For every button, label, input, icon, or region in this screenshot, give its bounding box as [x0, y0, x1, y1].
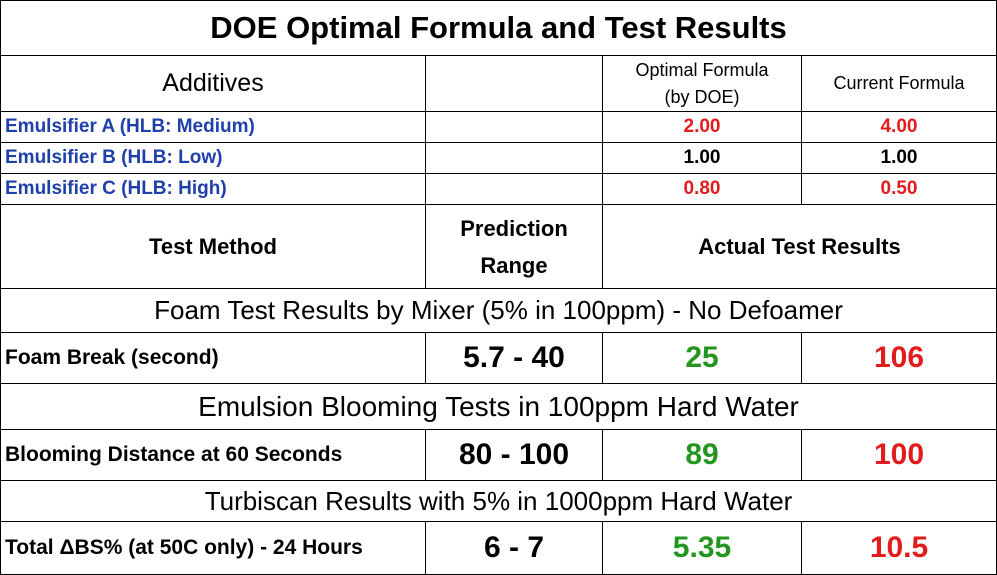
section-title: Turbiscan Results with 5% in 1000ppm Har…	[0, 480, 997, 522]
emulsifier-current-value: 4.00	[800, 111, 997, 143]
emulsifier-current-value: 1.00	[800, 142, 997, 174]
emulsifier-row: Emulsifier B (HLB: Low) 1.00 1.00	[0, 142, 997, 174]
emulsifier-optimal-value: 2.00	[602, 111, 802, 143]
emulsifier-optimal-value: 1.00	[602, 142, 802, 174]
additives-header: Additives	[0, 55, 426, 112]
emulsifier-empty-cell	[425, 111, 603, 143]
metric-name: Blooming Distance at 60 Seconds	[0, 429, 426, 481]
metric-row: Foam Break (second) 5.7 - 40 25 106	[0, 332, 997, 384]
actual-test-results-header: Actual Test Results	[601, 204, 997, 289]
emulsifier-name: Emulsifier C (HLB: High)	[0, 173, 426, 205]
emulsifier-name: Emulsifier B (HLB: Low)	[0, 142, 426, 174]
current-result-value: 100	[800, 429, 997, 481]
section-row: Foam Test Results by Mixer (5% in 100ppm…	[0, 288, 997, 333]
test-method-header: Test Method	[0, 204, 426, 289]
emulsifier-current-value: 0.50	[800, 173, 997, 205]
metric-row: Blooming Distance at 60 Seconds 80 - 100…	[0, 429, 997, 481]
optimal-result-value: 5.35	[602, 521, 802, 575]
section-title: Emulsion Blooming Tests in 100ppm Hard W…	[0, 383, 997, 430]
prediction-range-header-line2: Range	[480, 252, 548, 278]
additives-header-row: Additives Optimal Formula (by DOE) Curre…	[0, 55, 997, 112]
prediction-range-value: 6 - 7	[425, 521, 603, 575]
optimal-result-value: 25	[602, 332, 802, 384]
title-row: DOE Optimal Formula and Test Results	[0, 0, 997, 56]
emulsifier-row: Emulsifier A (HLB: Medium) 2.00 4.00	[0, 111, 997, 143]
emulsifier-empty-cell	[425, 142, 603, 174]
page-title: DOE Optimal Formula and Test Results	[0, 0, 997, 56]
optimal-formula-header-line1: Optimal Formula	[635, 59, 769, 80]
emulsifier-name: Emulsifier A (HLB: Medium)	[0, 111, 426, 143]
test-header-row: Test Method Prediction Range Actual Test…	[0, 204, 997, 289]
current-result-value: 106	[800, 332, 997, 384]
optimal-formula-header: Optimal Formula (by DOE)	[602, 55, 802, 112]
emulsifier-empty-cell	[425, 173, 603, 205]
emulsifier-row: Emulsifier C (HLB: High) 0.80 0.50	[0, 173, 997, 205]
current-formula-header: Current Formula	[800, 55, 997, 112]
section-row: Turbiscan Results with 5% in 1000ppm Har…	[0, 480, 997, 522]
prediction-range-header-line1: Prediction	[460, 215, 568, 241]
metric-name: Foam Break (second)	[0, 332, 426, 384]
optimal-formula-header-line2: (by DOE)	[664, 86, 740, 107]
prediction-range-value: 5.7 - 40	[425, 332, 603, 384]
emulsifier-optimal-value: 0.80	[602, 173, 802, 205]
prediction-range-header: Prediction Range	[425, 204, 603, 289]
current-result-value: 10.5	[800, 521, 997, 575]
metric-name: Total ΔBS% (at 50C only) - 24 Hours	[0, 521, 426, 575]
metric-row: Total ΔBS% (at 50C only) - 24 Hours 6 - …	[0, 521, 997, 575]
section-title: Foam Test Results by Mixer (5% in 100ppm…	[0, 288, 997, 333]
optimal-result-value: 89	[602, 429, 802, 481]
section-row: Emulsion Blooming Tests in 100ppm Hard W…	[0, 383, 997, 430]
empty-header-cell	[425, 55, 603, 112]
prediction-range-value: 80 - 100	[425, 429, 603, 481]
